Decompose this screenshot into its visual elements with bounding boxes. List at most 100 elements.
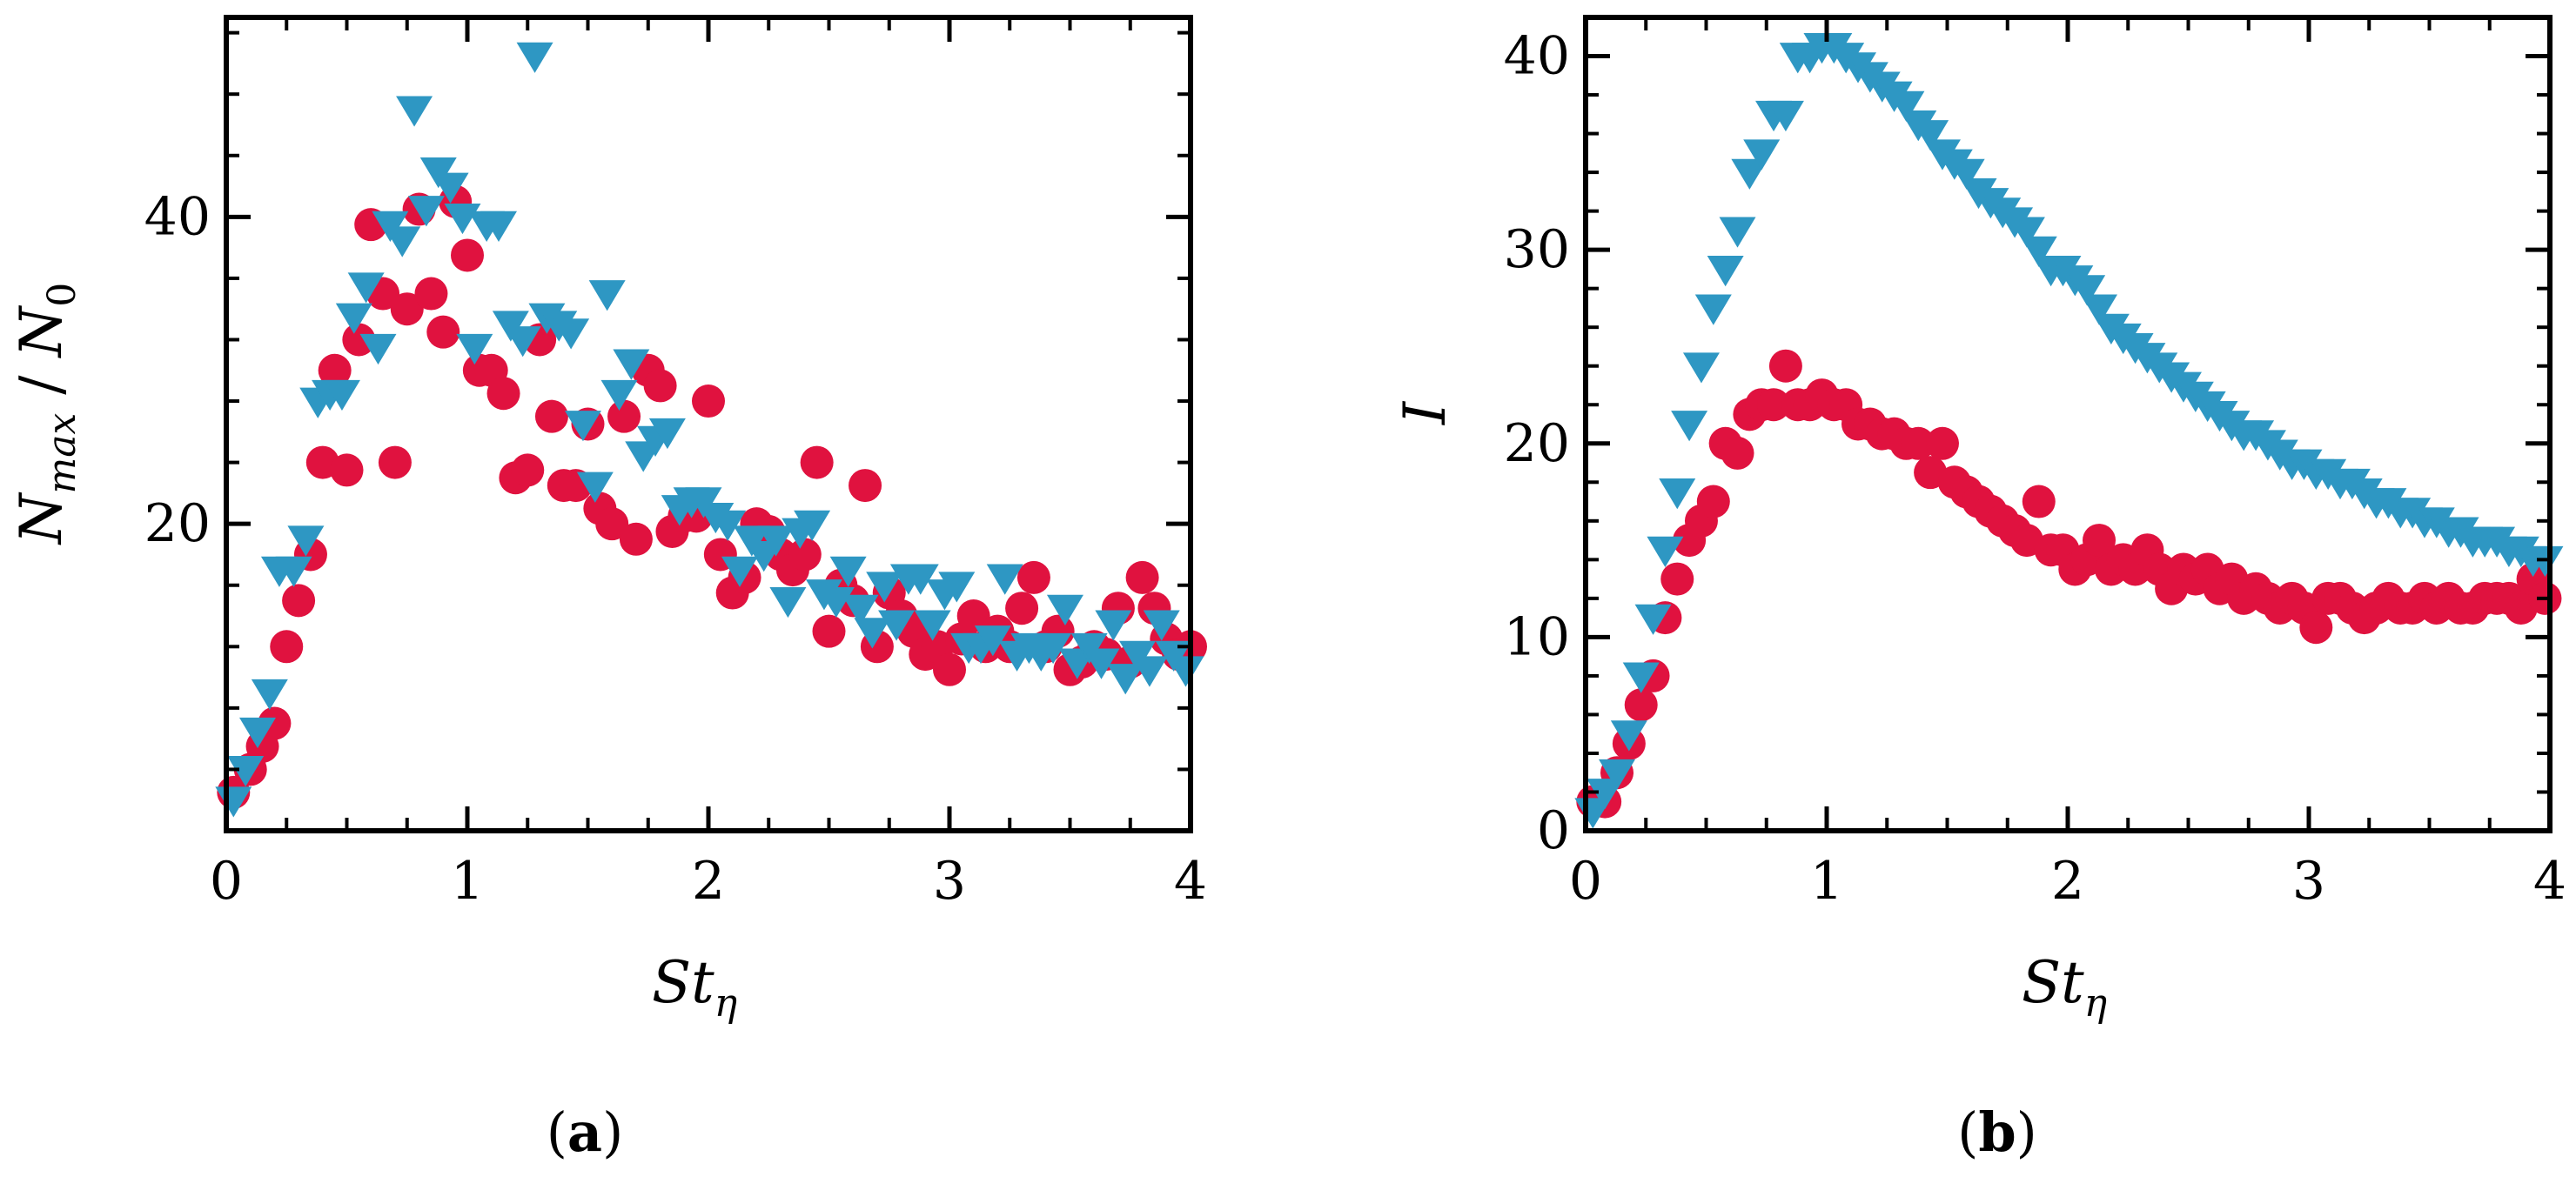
data-point-triangle: [648, 418, 686, 450]
x-tick-label: 0: [210, 851, 243, 912]
data-point-triangle: [938, 572, 976, 603]
data-point-triangle: [1647, 536, 1684, 568]
data-point-triangle: [480, 211, 518, 242]
data-point-triangle: [492, 311, 529, 342]
data-point-circle: [788, 538, 822, 572]
data-point-circle: [1696, 485, 1730, 518]
data-point-triangle: [1694, 294, 1732, 325]
data-point-triangle: [1143, 610, 1180, 641]
data-point-triangle: [709, 510, 747, 541]
data-point-triangle: [1634, 604, 1672, 635]
data-point-circle: [318, 353, 352, 387]
data-point-triangle: [359, 333, 397, 365]
y-tick-label: 40: [144, 186, 211, 247]
y-tick-label: 0: [1537, 800, 1570, 861]
panel-b-ticks: [1583, 16, 2553, 833]
data-point-triangle: [1767, 100, 1804, 132]
data-point-triangle: [1167, 656, 1204, 687]
data-point-triangle: [1599, 759, 1636, 791]
data-point-triangle: [866, 572, 903, 603]
data-point-circle: [692, 385, 725, 418]
panel-b-plot-frame: [1583, 15, 2553, 833]
panel-a-marks: [215, 42, 1207, 818]
data-point-triangle: [347, 272, 385, 304]
data-point-circle: [643, 369, 677, 403]
data-point-triangle: [287, 525, 325, 557]
data-point-triangle: [2008, 217, 2045, 248]
data-point-circle: [534, 399, 568, 433]
panel-b-y-axis-label: I: [1392, 400, 1459, 425]
data-point-circle: [2299, 611, 2333, 645]
data-point-triangle: [1888, 90, 1925, 122]
data-point-triangle: [854, 618, 891, 649]
data-point-triangle: [685, 487, 722, 518]
data-point-triangle: [239, 717, 277, 749]
x-tick-label: 4: [1174, 851, 1207, 912]
x-tick-label: 2: [2051, 851, 2084, 912]
data-point-circle: [342, 323, 376, 357]
data-point-triangle: [1083, 648, 1120, 679]
data-point-triangle: [1130, 656, 1168, 687]
data-point-triangle: [2020, 236, 2057, 267]
data-point-circle: [511, 453, 545, 487]
data-point-circle: [378, 445, 412, 479]
data-point-triangle: [1707, 256, 1744, 287]
panel-a-label: (a): [547, 1100, 624, 1164]
data-point-triangle: [721, 556, 759, 587]
data-point-circle: [595, 507, 629, 541]
data-point-circle: [1016, 560, 1050, 594]
data-point-circle: [933, 652, 966, 686]
data-point-triangle: [2526, 545, 2564, 578]
data-point-triangle: [1119, 640, 1157, 672]
panel-a-plot-frame: [224, 15, 1193, 833]
data-point-triangle: [1671, 411, 1708, 442]
x-tick-label: 3: [2292, 851, 2325, 912]
data-point-circle: [451, 238, 484, 272]
data-point-circle: [486, 377, 520, 411]
data-point-triangle: [757, 525, 795, 557]
panel-b-label: (b): [1957, 1100, 2037, 1164]
data-point-triangle: [275, 556, 312, 587]
x-tick-label: 3: [933, 851, 966, 912]
data-point-triangle: [1948, 158, 1985, 190]
data-point-circle: [619, 522, 653, 556]
data-point-circle: [282, 584, 316, 618]
data-point-circle: [426, 315, 460, 349]
data-point-circle: [1768, 349, 1802, 383]
x-tick-label: 2: [692, 851, 725, 912]
data-point-triangle: [456, 333, 493, 365]
panel-b-x-axis-label: Stη: [2022, 949, 2107, 1026]
data-point-triangle: [372, 211, 409, 242]
data-point-triangle: [914, 610, 951, 641]
data-point-triangle: [1659, 478, 1696, 510]
data-point-triangle: [588, 280, 626, 311]
data-point-triangle: [733, 525, 770, 557]
data-point-triangle: [1107, 664, 1144, 695]
x-tick-label: 0: [1569, 851, 1602, 912]
x-tick-label: 4: [2533, 851, 2566, 912]
data-point-triangle: [1743, 139, 1781, 171]
data-point-triangle: [384, 226, 421, 257]
data-point-circle: [330, 453, 364, 487]
data-point-circle: [1721, 436, 1754, 470]
data-point-triangle: [1095, 610, 1132, 641]
data-point-triangle: [2069, 275, 2106, 306]
data-point-triangle: [516, 42, 553, 73]
y-tick-label: 10: [1504, 606, 1570, 667]
data-point-circle: [956, 599, 990, 633]
data-point-triangle: [1035, 632, 1072, 665]
panel-a-tick-labels: 0 1 2 3 4 20 40: [144, 186, 1207, 912]
data-point-circle: [1660, 562, 1694, 596]
data-point-triangle: [794, 510, 831, 541]
y-tick-label: 20: [144, 493, 211, 554]
data-point-circle: [849, 469, 882, 503]
data-point-triangle: [2081, 294, 2118, 325]
data-point-circle: [800, 445, 834, 479]
data-point-triangle: [564, 411, 601, 442]
data-point-circle: [270, 630, 304, 664]
data-point-triangle: [504, 326, 541, 358]
data-point-circle: [1925, 426, 1959, 460]
